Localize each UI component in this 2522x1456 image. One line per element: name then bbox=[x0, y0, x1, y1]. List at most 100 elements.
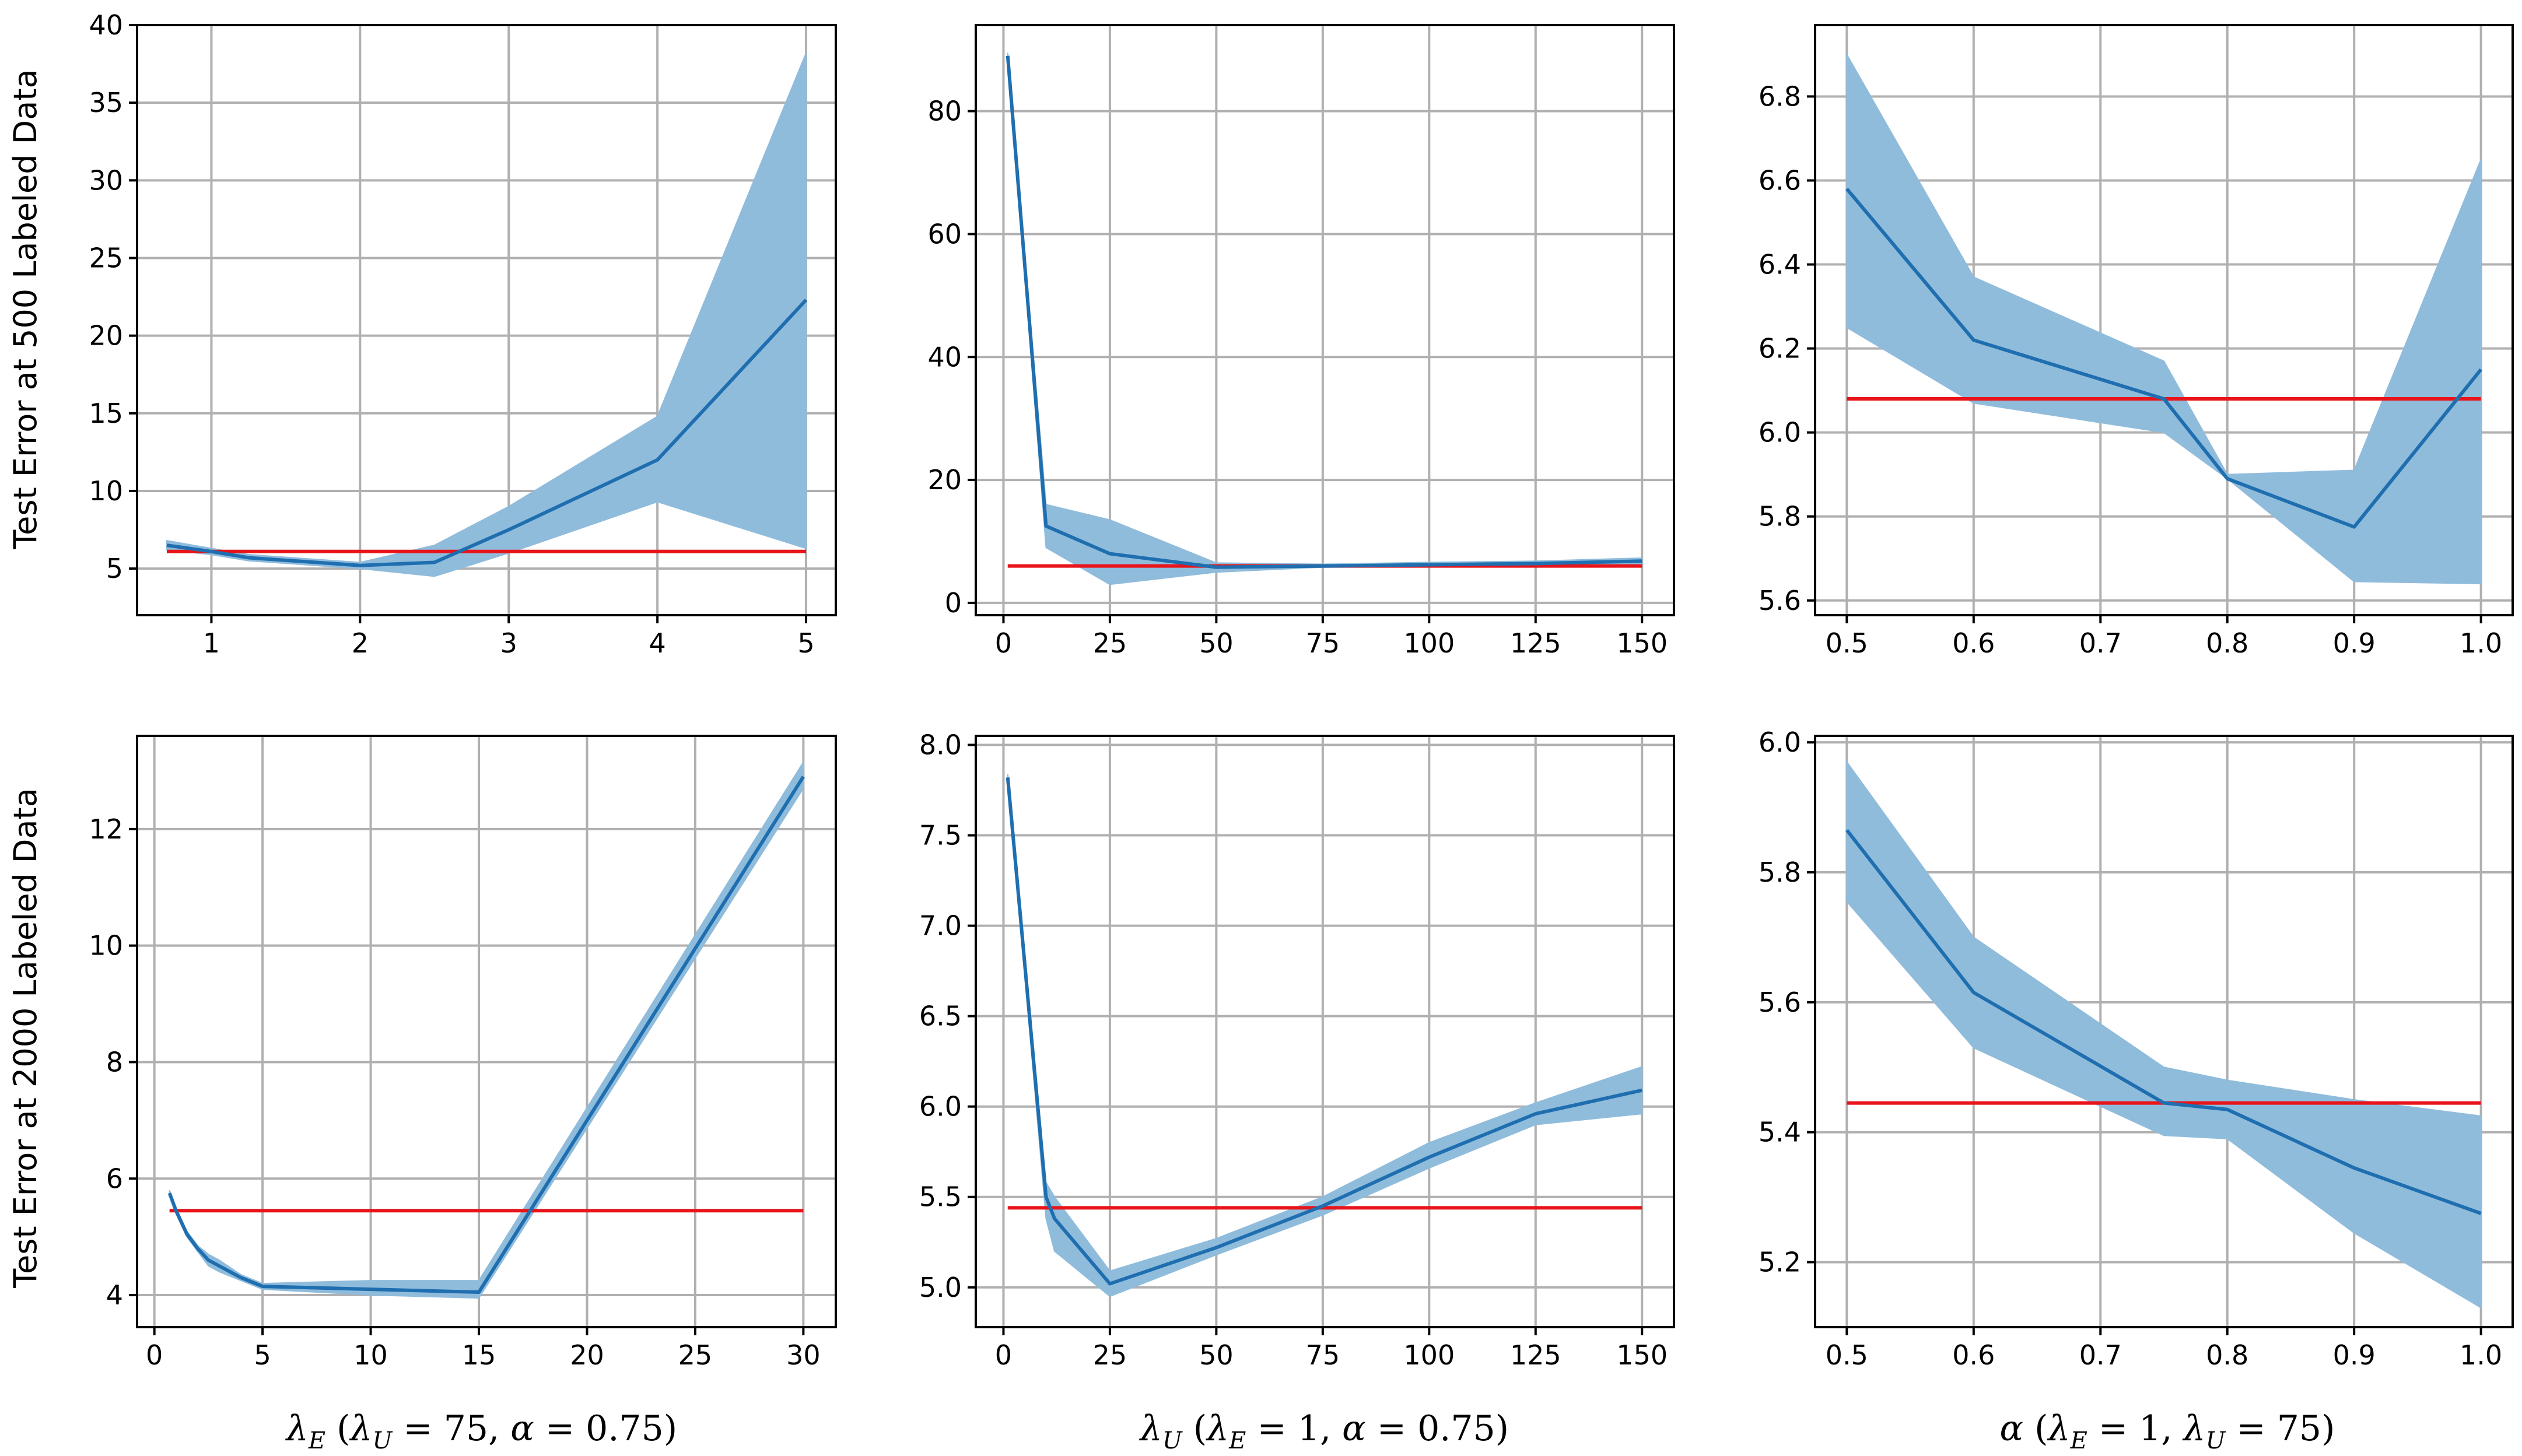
x-tick-label: 1.0 bbox=[2460, 627, 2502, 659]
y-tick-label: 6.8 bbox=[1759, 80, 1801, 112]
y-tick-label: 5.2 bbox=[1759, 1247, 1801, 1278]
x-tick-label: 20 bbox=[570, 1339, 604, 1371]
y-tick-label: 6 bbox=[106, 1163, 123, 1194]
xlabel-col-1: λE (λU = 75, α = 0.75) bbox=[285, 1408, 677, 1454]
x-tick-label: 0.9 bbox=[2333, 1339, 2376, 1371]
y-tick-label: 10 bbox=[89, 930, 123, 962]
y-tick-label: 4 bbox=[106, 1279, 123, 1311]
x-tick-label: 150 bbox=[1616, 1339, 1668, 1371]
x-tick-label: 0 bbox=[995, 627, 1012, 659]
y-tick-label: 6.0 bbox=[919, 1091, 962, 1122]
y-tick-label: 6.5 bbox=[919, 1001, 962, 1032]
y-tick-label: 20 bbox=[89, 320, 123, 352]
x-tick-label: 0.6 bbox=[1952, 627, 1995, 659]
y-tick-label: 5.8 bbox=[1759, 501, 1801, 532]
y-tick-label: 40 bbox=[927, 341, 962, 373]
xlabel-col-2: λU (λE = 1, α = 0.75) bbox=[1139, 1408, 1509, 1454]
y-tick-label: 6.0 bbox=[1759, 727, 1801, 758]
confidence-band bbox=[1846, 52, 2482, 584]
x-tick-label: 1.0 bbox=[2460, 1339, 2502, 1371]
subplot-1: 1 2 3 4 5 5 10 15 20 25 30 35 40 bbox=[89, 9, 837, 659]
ylabel-row-2: Test Error at 2000 Labeled Data bbox=[7, 788, 44, 1289]
x-tick-label: 0.5 bbox=[1826, 627, 1868, 659]
y-tick-label: 6.0 bbox=[1759, 417, 1801, 448]
mean-line bbox=[1006, 55, 1642, 569]
x-tick-label: 1 bbox=[203, 627, 220, 659]
x-tick-label: 125 bbox=[1510, 627, 1561, 659]
mean-line bbox=[167, 776, 805, 1294]
x-tick-label: 75 bbox=[1306, 627, 1340, 659]
x-tick-label: 2 bbox=[352, 627, 369, 659]
y-tick-label: 6.6 bbox=[1759, 165, 1801, 197]
x-tick-label: 25 bbox=[1093, 627, 1127, 659]
x-tick-label: 0.9 bbox=[2333, 627, 2376, 659]
confidence-band bbox=[1007, 52, 1643, 585]
x-tick-label: 50 bbox=[1199, 1339, 1234, 1371]
y-tick-label: 12 bbox=[89, 813, 123, 845]
x-tick-label: 10 bbox=[353, 1339, 388, 1371]
mean-line bbox=[1845, 829, 2482, 1215]
y-tick-label: 5.4 bbox=[1759, 1117, 1801, 1148]
y-tick-label: 6.2 bbox=[1759, 333, 1801, 364]
x-tick-label: 25 bbox=[678, 1339, 713, 1371]
x-tick-label: 0.6 bbox=[1952, 1339, 1995, 1371]
x-tick-label: 0.7 bbox=[2079, 1339, 2122, 1371]
subplot-2: 0 25 50 75 100 125 150 0 20 40 60 80 bbox=[927, 24, 1675, 659]
x-tick-label: 100 bbox=[1403, 627, 1455, 659]
ylabel-row-1: Test Error at 500 Labeled Data bbox=[7, 69, 44, 549]
y-tick-label: 5.8 bbox=[1759, 857, 1801, 888]
subplot-5: 0 25 50 75 100 125 150 5.0 5.5 6.0 6.5 7.0 7.5 8.0 bbox=[919, 729, 1675, 1371]
y-tick-label: 7.5 bbox=[919, 820, 962, 851]
x-tick-label: 50 bbox=[1199, 627, 1234, 659]
x-tick-label: 0 bbox=[995, 1339, 1012, 1371]
y-tick-label: 30 bbox=[89, 164, 123, 196]
x-tick-label: 25 bbox=[1093, 1339, 1127, 1371]
axes-frame bbox=[1814, 735, 2514, 1328]
x-tick-label: 0.8 bbox=[2206, 1339, 2248, 1371]
x-tick-label: 4 bbox=[649, 627, 665, 659]
confidence-band bbox=[1007, 774, 1643, 1297]
x-tick-label: 3 bbox=[500, 627, 517, 659]
x-tick-label: 0 bbox=[146, 1339, 163, 1371]
y-tick-label: 5.5 bbox=[919, 1181, 962, 1213]
axes-frame bbox=[136, 735, 837, 1328]
xlabel-col-3: α (λE = 1, λU = 75) bbox=[2000, 1408, 2335, 1454]
axes-frame bbox=[975, 24, 1675, 616]
y-tick-label: 25 bbox=[89, 242, 123, 273]
mean-line bbox=[1845, 187, 2482, 529]
y-tick-label: 35 bbox=[89, 87, 123, 118]
y-tick-label: 15 bbox=[89, 398, 123, 429]
x-tick-label: 5 bbox=[254, 1339, 271, 1371]
mean-line bbox=[166, 299, 808, 567]
y-tick-label: 60 bbox=[927, 218, 962, 250]
x-tick-label: 0.7 bbox=[2079, 627, 2122, 659]
y-tick-label: 80 bbox=[927, 96, 962, 127]
y-tick-label: 0 bbox=[945, 587, 962, 619]
y-tick-label: 8 bbox=[106, 1046, 123, 1078]
axes-frame bbox=[1814, 24, 2514, 616]
x-tick-label: 30 bbox=[786, 1339, 821, 1371]
mean-line bbox=[1006, 777, 1642, 1286]
y-tick-label: 6.4 bbox=[1759, 249, 1801, 280]
confidence-band bbox=[1846, 760, 2482, 1309]
y-tick-label: 5.6 bbox=[1759, 987, 1801, 1018]
y-tick-label: 20 bbox=[927, 464, 962, 496]
confidence-band bbox=[166, 52, 807, 577]
y-tick-label: 5 bbox=[106, 553, 123, 584]
subplot-6: 0.5 0.6 0.7 0.8 0.9 1.0 5.2 5.4 5.6 5.8 6.0 bbox=[1759, 727, 2514, 1371]
y-tick-label: 5.6 bbox=[1759, 585, 1801, 616]
x-tick-label: 75 bbox=[1306, 1339, 1340, 1371]
axes-frame bbox=[975, 735, 1675, 1328]
x-tick-label: 15 bbox=[462, 1339, 496, 1371]
axes-frame bbox=[136, 24, 837, 616]
x-tick-label: 150 bbox=[1616, 627, 1668, 659]
subplot-4: 0 5 10 15 20 25 30 4 6 8 10 12 bbox=[89, 735, 837, 1371]
y-tick-label: 5.0 bbox=[919, 1272, 962, 1303]
y-tick-label: 40 bbox=[89, 9, 123, 41]
y-tick-label: 10 bbox=[89, 475, 123, 507]
x-tick-label: 125 bbox=[1510, 1339, 1561, 1371]
x-tick-label: 100 bbox=[1403, 1339, 1455, 1371]
y-tick-label: 8.0 bbox=[919, 729, 962, 761]
